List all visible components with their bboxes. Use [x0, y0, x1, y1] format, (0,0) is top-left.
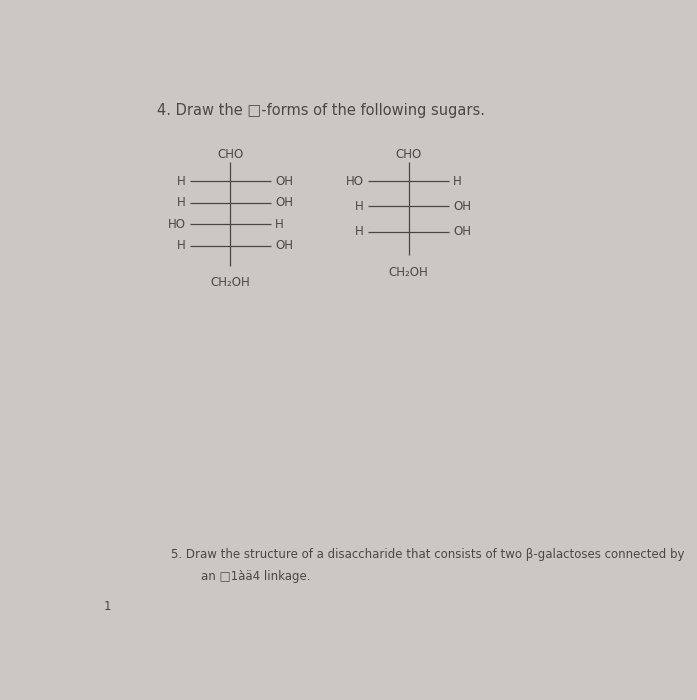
Text: 5. Draw the structure of a disaccharide that consists of two β-galactoses connec: 5. Draw the structure of a disaccharide …: [171, 548, 684, 561]
Text: H: H: [176, 196, 185, 209]
Text: HO: HO: [167, 218, 185, 230]
Text: OH: OH: [275, 174, 293, 188]
Text: CH₂OH: CH₂OH: [389, 265, 429, 279]
Text: HO: HO: [346, 174, 364, 188]
Text: CHO: CHO: [395, 148, 422, 161]
Text: OH: OH: [275, 239, 293, 252]
Text: OH: OH: [453, 200, 471, 213]
Text: H: H: [275, 218, 284, 230]
Text: H: H: [176, 174, 185, 188]
Text: H: H: [355, 225, 364, 238]
Text: OH: OH: [275, 196, 293, 209]
Text: an □1àä4 linkage.: an □1àä4 linkage.: [201, 570, 310, 582]
Text: H: H: [355, 200, 364, 213]
Text: CH₂OH: CH₂OH: [210, 276, 250, 289]
Text: H: H: [453, 174, 462, 188]
Text: 4. Draw the □-forms of the following sugars.: 4. Draw the □-forms of the following sug…: [158, 103, 485, 118]
Text: 1: 1: [103, 601, 111, 613]
Text: CHO: CHO: [217, 148, 243, 161]
Text: H: H: [176, 239, 185, 252]
Text: OH: OH: [453, 225, 471, 238]
